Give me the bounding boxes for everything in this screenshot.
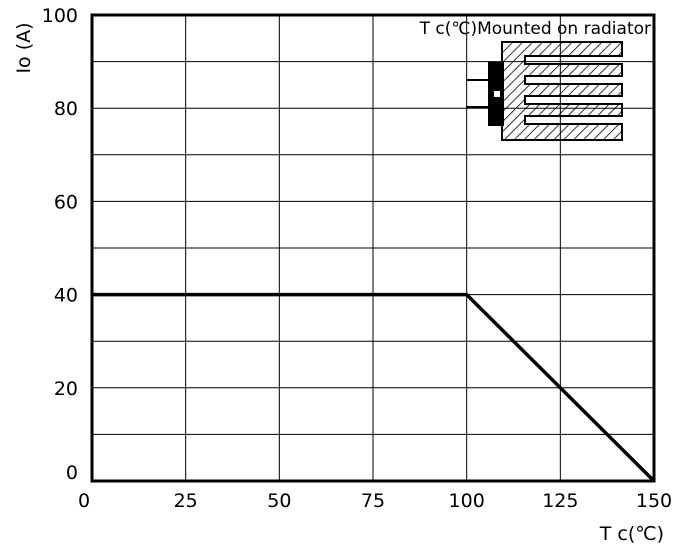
plot-frame: [90, 13, 656, 483]
x-tick-label: 50: [267, 490, 291, 512]
x-tick-label: 0: [78, 490, 90, 512]
y-tick-label: 80: [54, 98, 78, 120]
y-tick-labels: 0 20 40 60 80 100: [42, 5, 78, 484]
series-group: [92, 292, 656, 483]
x-tick-label: 75: [361, 490, 385, 512]
x-tick-label: 25: [174, 490, 198, 512]
x-tick-label: 125: [542, 490, 578, 512]
y-tick-label: 20: [54, 378, 78, 400]
chart-annotation: T c(℃)Mounted on radiator: [419, 19, 651, 39]
x-axis-label: T c(℃): [599, 523, 664, 545]
heatsink-body-icon: [501, 41, 623, 141]
x-tick-labels: 0 25 50 75 100 125 150: [78, 490, 672, 512]
y-tick-label: 100: [42, 5, 78, 27]
radiator-illustration: [466, 41, 623, 141]
y-tick-label: 60: [54, 191, 78, 213]
series-line-0: [92, 292, 656, 483]
x-tick-label: 100: [449, 490, 485, 512]
x-tick-label: 150: [636, 490, 672, 512]
y-axis-label: Io (A): [13, 22, 35, 73]
y-tick-label: 0: [66, 462, 78, 484]
device-tab-icon: [494, 91, 500, 97]
y-tick-label: 40: [54, 285, 78, 307]
